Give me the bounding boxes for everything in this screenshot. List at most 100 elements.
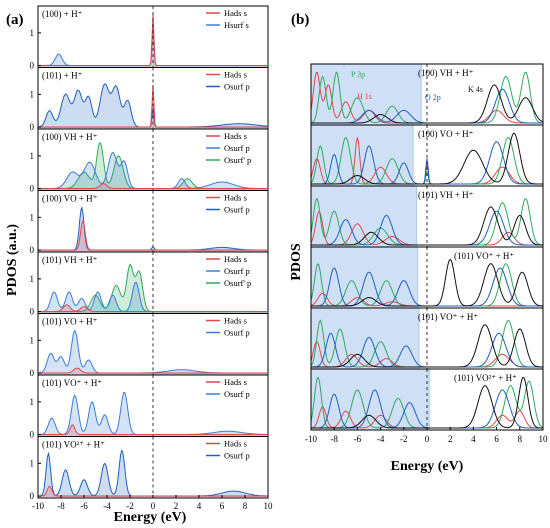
x-tick-label: 4 <box>197 501 202 511</box>
panel-b-subplot-5: (101) VO⁺ + H⁺ <box>310 307 544 370</box>
panel-a-xlabel: Energy (eV) <box>114 510 187 525</box>
series-line <box>38 304 268 312</box>
annotation-h1s: H 1s <box>357 92 372 101</box>
series-area <box>38 13 268 68</box>
panel-a-subplot-6: 0 1 (101) VO + H⁺ Hads s Osurf p <box>30 313 269 378</box>
legend-label: Osurf p <box>224 82 250 92</box>
legend-label: Osurf p <box>224 205 250 215</box>
series-line <box>311 132 543 185</box>
panel-a-subplot-8: 0 1 (101) VO²⁺ + H⁺ Hads s Osurf p <box>30 436 269 501</box>
y-tick-label: 0 <box>30 491 35 501</box>
panel-a: (a) PDOS (a.u.) Energy (eV) 0 1 (100) + H⁺… <box>5 5 273 525</box>
panel-b-subplot-6: (101) VO²⁺ + H⁺ <box>310 368 544 431</box>
x-tick-label: -6 <box>354 434 362 444</box>
x-tick-label: 8 <box>518 434 523 444</box>
series-area <box>38 330 268 375</box>
legend-label: Osurf' p <box>224 155 251 165</box>
series-line <box>311 141 543 185</box>
legend-label: Hads s <box>224 254 247 264</box>
subplot-title: (101) VO²⁺ + H⁺ <box>42 440 105 450</box>
legend-label: Hads s <box>224 439 247 449</box>
subplot-curves <box>38 83 268 129</box>
subplot-curves <box>311 319 543 368</box>
subplot-title: (101) VO + H⁺ <box>42 317 98 327</box>
y-tick-label: 0 <box>30 122 35 132</box>
legend-label: Hsurf s <box>224 20 249 30</box>
legend-label: Hads s <box>224 316 247 326</box>
occupied-state-shading <box>310 246 419 309</box>
x-tick-label: 2 <box>174 501 179 511</box>
y-tick-label: 1 <box>30 274 35 284</box>
y-tick-label: 1 <box>30 151 35 161</box>
subplot-title: (101) VH + H⁺ <box>418 190 474 200</box>
subplot-title: (101) VO⁺ + H⁺ <box>42 378 102 388</box>
series-line <box>311 258 543 307</box>
x-tick-label: -4 <box>103 501 111 511</box>
panel-b: (b) PDOS Energy (eV) (100) VH + H⁺(100) … <box>289 12 548 474</box>
occupied-state-shading <box>310 185 418 248</box>
subplot-title: (100) VO + H⁺ <box>42 194 98 204</box>
y-tick-label: 1 <box>30 458 35 468</box>
x-tick-label: 2 <box>448 434 453 444</box>
y-tick-label: 1 <box>30 212 35 222</box>
series-line <box>38 83 268 128</box>
subplot-curves <box>38 263 268 314</box>
series-line <box>311 136 543 185</box>
panel-a-label: (a) <box>6 12 24 28</box>
panel-b-subplot-2: (100) VO + H⁺ <box>310 124 544 187</box>
subplot-curves <box>311 198 543 246</box>
subplot-title: (100) VO + H⁺ <box>418 129 474 139</box>
y-tick-label: 0 <box>30 430 35 440</box>
legend-label: Hads s <box>224 8 247 18</box>
subplot-title: (101) VO²⁺ + H⁺ <box>454 373 517 383</box>
panel-a-x-ticks: -10 -8 -6 -4 -2 0 2 4 6 8 10 <box>32 495 273 511</box>
x-tick-label: -10 <box>32 501 44 511</box>
subplot-title: (100) VH + H⁺ <box>418 68 474 78</box>
y-tick-label: 1 <box>30 397 35 407</box>
x-tick-label: -2 <box>400 434 408 444</box>
legend-label: Hads s <box>224 70 247 80</box>
series-line <box>38 219 268 251</box>
y-tick-label: 1 <box>30 335 35 345</box>
panel-a-subplot-1: 0 1 (100) + H⁺ Hads s Hsurf s <box>30 5 269 71</box>
panel-b-subplot-1: (100) VH + H⁺ <box>310 63 544 126</box>
x-tick-label: 10 <box>264 501 274 511</box>
panel-b-subplot-4: (101) VO⁺ + H⁺ <box>310 246 544 309</box>
x-tick-label: -8 <box>57 501 65 511</box>
subplot-curves <box>311 258 543 307</box>
x-tick-label: -4 <box>377 434 385 444</box>
x-tick-label: -10 <box>305 434 317 444</box>
y-tick-label: 0 <box>30 368 35 378</box>
panel-a-subplot-7: 0 1 (101) VO⁺ + H⁺ Hads s Osurf p <box>30 374 269 440</box>
subplot-curves <box>38 329 268 375</box>
series-line <box>38 183 268 189</box>
legend-label: Osurf' p <box>224 278 251 288</box>
panel-b-xlabel: Energy (eV) <box>391 459 464 474</box>
y-tick-label: 0 <box>30 307 35 317</box>
panel-a-ylabel: PDOS (a.u.) <box>5 224 20 296</box>
panel-a-subplot-4: 0 1 (100) VO + H⁺ Hads s Osurf p <box>30 190 269 255</box>
panel-a-subplot-2: 0 1 (101) + H⁺ Hads s Osurf p <box>30 67 269 132</box>
x-tick-label: 6 <box>494 434 499 444</box>
legend-label: Osurf p <box>224 451 250 461</box>
panel-b-ylabel: PDOS <box>289 243 304 281</box>
series-area <box>38 207 268 252</box>
subplot-title: (101) + H⁺ <box>42 71 83 81</box>
occupied-state-shading <box>310 307 420 370</box>
panel-b-label: (b) <box>291 12 309 28</box>
x-tick-label: 6 <box>220 501 225 511</box>
y-tick-label: 0 <box>30 184 35 194</box>
panel-b-subplots: (100) VH + H⁺ (100) VO + H⁺ (101) VH + H⁺ (… <box>310 63 544 431</box>
series-area <box>38 392 268 437</box>
annotation-p3p: P 3p <box>351 70 365 79</box>
legend-label: Osurf p <box>224 328 250 338</box>
legend-label: Osurf p <box>224 143 250 153</box>
legend-label: Osurf p <box>224 266 250 276</box>
subplot-title: (101) VH + H⁺ <box>42 255 98 265</box>
legend-label: Hads s <box>224 131 247 141</box>
series-area <box>38 282 268 314</box>
series-area <box>38 23 268 68</box>
y-tick-label: 0 <box>30 245 35 255</box>
x-tick-label: 8 <box>243 501 248 511</box>
annotation-k4s: K 4s <box>468 85 483 94</box>
